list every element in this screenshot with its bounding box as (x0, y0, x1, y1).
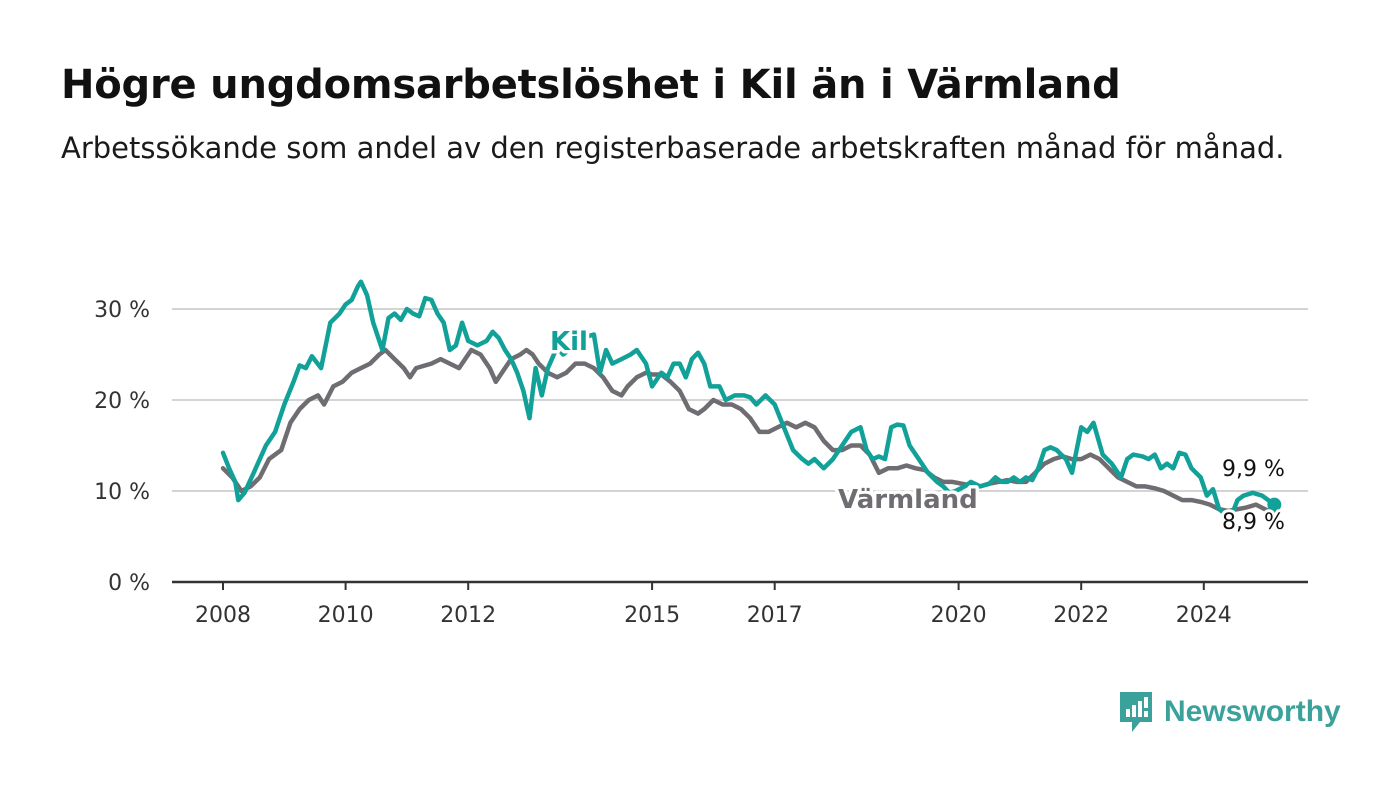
x-tick-label: 2017 (747, 603, 803, 628)
series-label-kil-halo: Kil (550, 327, 588, 357)
y-tick-label: 30 % (94, 298, 150, 323)
newsworthy-logo: Newsworthy (1118, 690, 1341, 734)
series-end-point (1267, 497, 1282, 512)
x-tick-label: 2012 (440, 603, 496, 628)
x-tick-label: 2015 (624, 603, 680, 628)
series-label-varmland: Värmland (838, 485, 978, 515)
brand-name: Newsworthy (1164, 695, 1341, 728)
series-label-kil: Kil (550, 327, 588, 357)
x-tick-label: 2020 (931, 603, 987, 628)
chart-title: Högre ungdomsarbetslöshet i Kil än i Vär… (61, 62, 1121, 108)
end-label-kil-halo: 9,9 % (1222, 457, 1285, 482)
x-tick-label: 2008 (195, 603, 251, 628)
y-tick-labels: 0 % 10 % 20 % 30 % (94, 298, 150, 596)
series-line-kil (220, 279, 1277, 518)
end-label-varmland-halo: 8,9 % (1222, 510, 1285, 535)
y-tick-label: 20 % (94, 389, 150, 414)
series-label-varmland-halo: Värmland (838, 485, 978, 515)
y-tick-label: 10 % (94, 480, 150, 505)
x-tick-label: 2022 (1053, 603, 1109, 628)
x-tick-label: 2010 (318, 603, 374, 628)
end-label-varmland: 8,9 % (1222, 510, 1285, 535)
y-tick-label: 0 % (108, 571, 150, 596)
grid-lines (172, 308, 1308, 492)
x-tick-label: 2024 (1176, 603, 1232, 628)
end-label-kil: 9,9 % (1222, 457, 1285, 482)
x-axis: 2008 2010 2012 2015 2017 2020 2022 2024 (172, 580, 1308, 628)
series-line-varmland (220, 347, 1277, 517)
bar-chart-icon (1120, 692, 1152, 732)
series-lines (220, 279, 1282, 521)
chart-subtitle: Arbetssökande som andel av den registerb… (61, 131, 1285, 165)
